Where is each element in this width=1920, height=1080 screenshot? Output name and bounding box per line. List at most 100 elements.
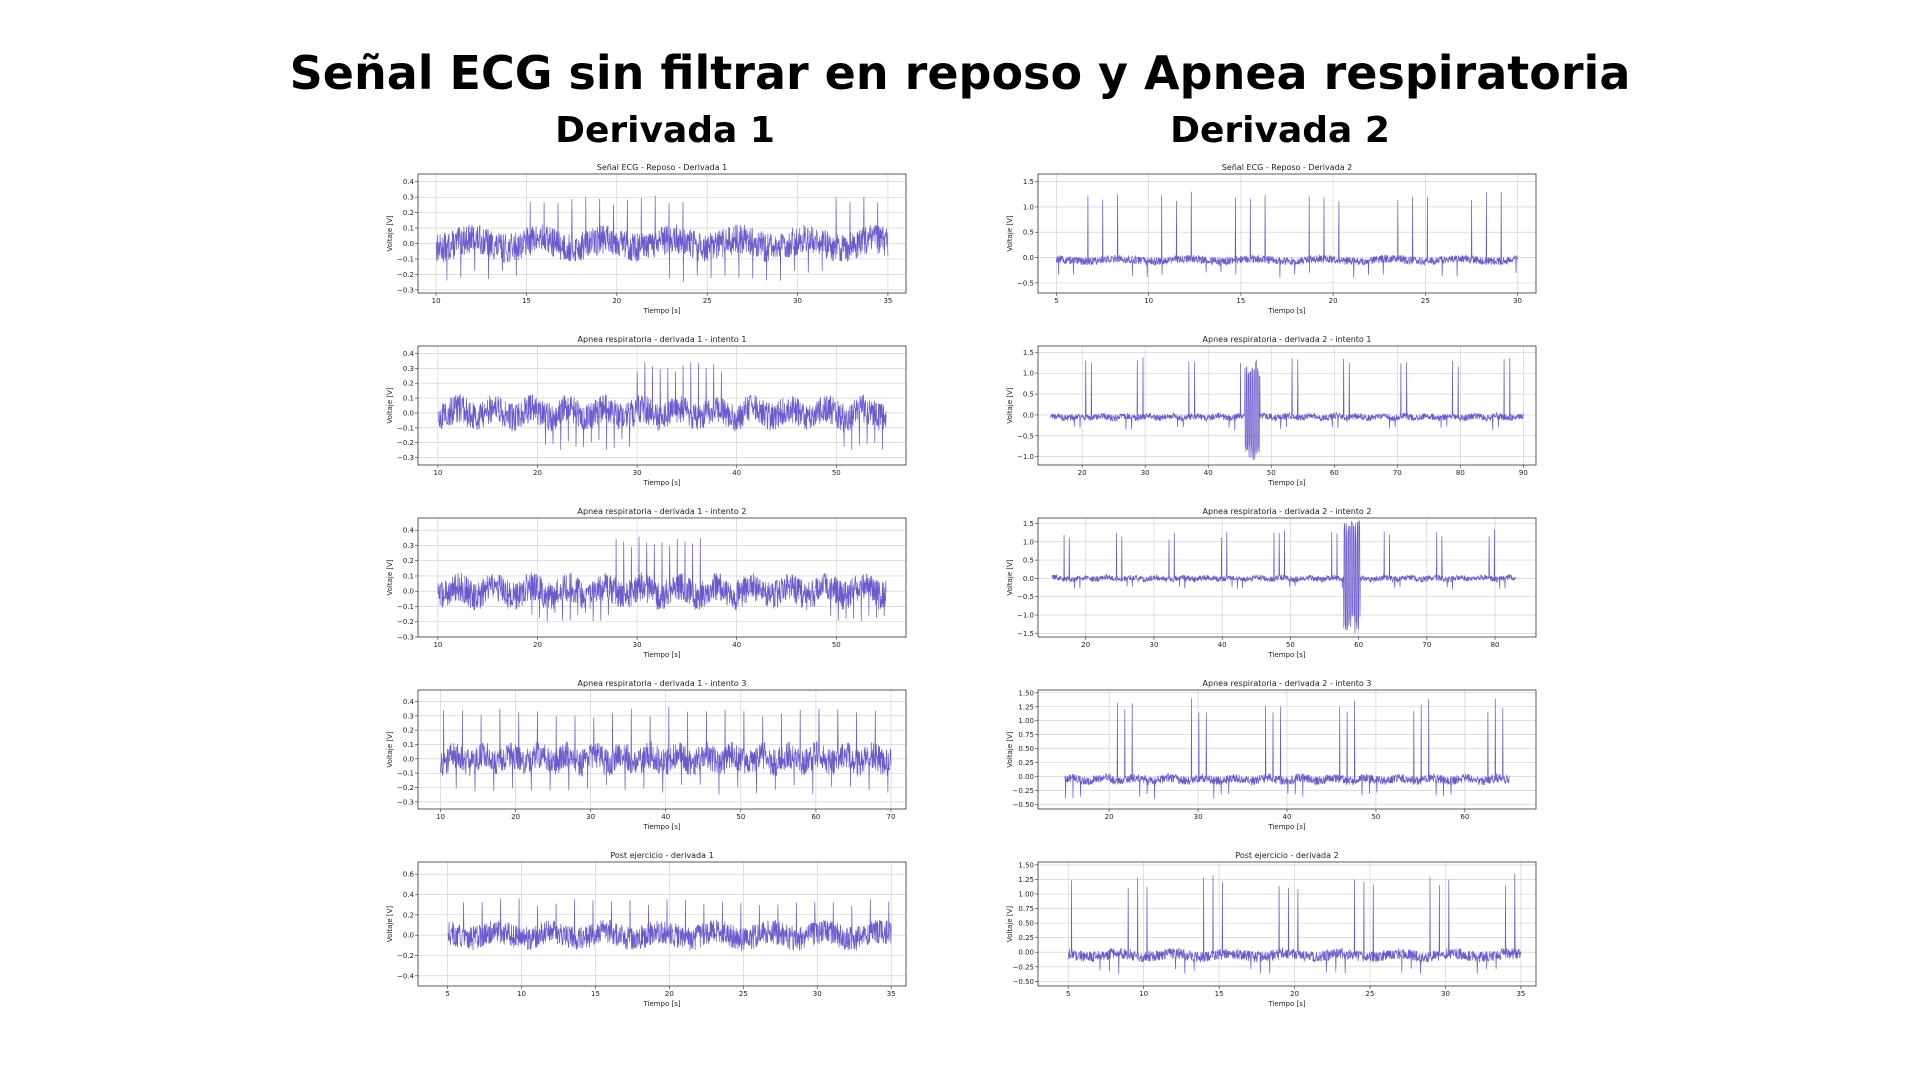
y-tick-label: 0.4 [403,350,415,358]
y-tick-label: 0.0 [403,755,414,763]
x-tick-label: 5 [445,990,449,998]
y-tick-label: −0.1 [397,424,414,432]
y-tick-label: 1.00 [1018,717,1034,725]
x-tick-label: 35 [1516,990,1525,998]
x-tick-label: 10 [433,641,442,649]
y-tick-label: 0.25 [1018,759,1034,767]
x-tick-label: 15 [1215,990,1224,998]
x-tick-label: 15 [1236,297,1245,305]
x-tick-label: 25 [703,297,712,305]
y-tick-label: −1.0 [1017,453,1034,461]
x-tick-label: 80 [1491,641,1500,649]
x-tick-label: 30 [793,297,802,305]
x-tick-label: 20 [533,641,542,649]
y-tick-label: −0.3 [397,798,414,806]
x-tick-label: 10 [517,990,526,998]
y-tick-label: −0.1 [397,256,414,264]
x-tick-label: 20 [612,297,621,305]
chart-title: Señal ECG - Reposo - Derivada 1 [597,163,728,172]
column-title-derivada-1: Derivada 1 [555,110,775,151]
x-tick-label: 20 [1078,469,1087,477]
y-tick-label: −1.5 [1017,630,1034,638]
y-tick-label: 0.0 [403,409,414,417]
chart-reposo-derivada-2: Señal ECG - Reposo - Derivada 2 5 10 15 20 25… [1006,163,1537,315]
y-tick-label: 0.3 [403,542,414,550]
y-axis-label: Voltaje [V] [386,387,394,424]
y-tick-label: −0.4 [397,972,415,980]
x-tick-label: 20 [1105,813,1114,821]
plot-frame [1037,517,1537,638]
y-tick-label: 0.1 [403,395,414,403]
x-tick-label: 60 [1460,813,1469,821]
chart-apnea-d2-intento-2: Apnea respiratoria - derivada 2 - intent… [1006,507,1537,659]
x-tick-label: 50 [832,469,841,477]
chart-post-ejercicio-d1: Post ejercicio - derivada 1 5 10 15 20 25 30 35… [386,851,907,1008]
x-tick-label: 25 [1366,990,1375,998]
y-tick-label: 0.1 [403,572,414,580]
x-tick-label: 10 [433,469,442,477]
signal-trace [1056,191,1518,278]
x-tick-label: 30 [1194,813,1203,821]
x-tick-label: 40 [732,641,741,649]
chart-apnea-d1-intento-2: Apnea respiratoria - derivada 1 - intent… [386,507,907,659]
y-tick-label: 1.25 [1018,703,1034,711]
x-tick-label: 50 [832,641,841,649]
x-tick-label: 30 [1141,469,1150,477]
x-tick-label: 40 [1283,813,1292,821]
x-tick-label: 20 [511,813,520,821]
x-tick-label: 20 [665,990,674,998]
x-tick-label: 25 [1421,297,1430,305]
chart-title: Post ejercicio - derivada 2 [1235,851,1338,860]
x-tick-label: 50 [1267,469,1276,477]
x-tick-label: 70 [1393,469,1402,477]
y-axis-label: Voltaje [V] [1006,559,1014,596]
x-tick-label: 10 [1144,297,1153,305]
plot-frame [1037,173,1537,294]
x-tick-label: 20 [1290,990,1299,998]
x-tick-label: 25 [739,990,748,998]
x-tick-label: 30 [586,813,595,821]
x-tick-label: 30 [1513,297,1522,305]
plot-frame [1037,861,1537,987]
y-tick-label: 1.50 [1018,861,1034,869]
x-tick-label: 50 [736,813,745,821]
x-tick-label: 15 [522,297,531,305]
chart-title: Apnea respiratoria - derivada 2 - intent… [1203,507,1372,516]
y-tick-label: −0.5 [1017,432,1034,440]
y-tick-label: 0.2 [403,380,414,388]
y-axis-label: Voltaje [V] [1006,387,1014,424]
x-tick-label: 5 [1054,297,1058,305]
y-tick-label: 0.0 [1023,575,1034,583]
chart-apnea-d2-intento-3: Apnea respiratoria - derivada 2 - intent… [1006,679,1537,831]
y-tick-label: 0.0 [1023,411,1034,419]
x-axis-label: Tiempo [s] [642,1000,680,1008]
chart-title: Post ejercicio - derivada 1 [610,851,713,860]
y-tick-label: 0.4 [403,891,415,899]
x-tick-label: 50 [1371,813,1380,821]
x-axis-label: Tiempo [s] [642,823,680,831]
y-axis-label: Voltaje [V] [1006,731,1014,768]
chart-apnea-d2-intento-1: Apnea respiratoria - derivada 2 - intent… [1006,335,1537,487]
y-tick-label: −0.2 [397,952,414,960]
chart-title: Apnea respiratoria - derivada 1 - intent… [578,679,747,688]
x-tick-label: 50 [1286,641,1295,649]
signal-trace [1050,357,1524,461]
x-axis-label: Tiempo [s] [1267,479,1305,487]
y-tick-label: 0.75 [1018,731,1034,739]
page-title: Señal ECG sin filtrar en reposo y Apnea … [289,46,1631,100]
x-tick-label: 40 [1218,641,1227,649]
chart-title: Señal ECG - Reposo - Derivada 2 [1222,163,1353,172]
x-tick-label: 35 [883,297,892,305]
y-tick-label: 1.50 [1018,689,1034,697]
chart-apnea-d1-intento-1: Apnea respiratoria - derivada 1 - intent… [386,335,907,487]
signal-trace [440,707,892,795]
y-tick-label: 0.1 [403,225,414,233]
y-axis-label: Voltaje [V] [1006,215,1014,252]
x-axis-label: Tiempo [s] [642,307,680,315]
x-tick-label: 40 [732,469,741,477]
x-tick-label: 20 [1329,297,1338,305]
y-tick-label: 0.3 [403,194,414,202]
x-axis-label: Tiempo [s] [1267,823,1305,831]
x-tick-label: 80 [1456,469,1465,477]
x-tick-label: 10 [1139,990,1148,998]
